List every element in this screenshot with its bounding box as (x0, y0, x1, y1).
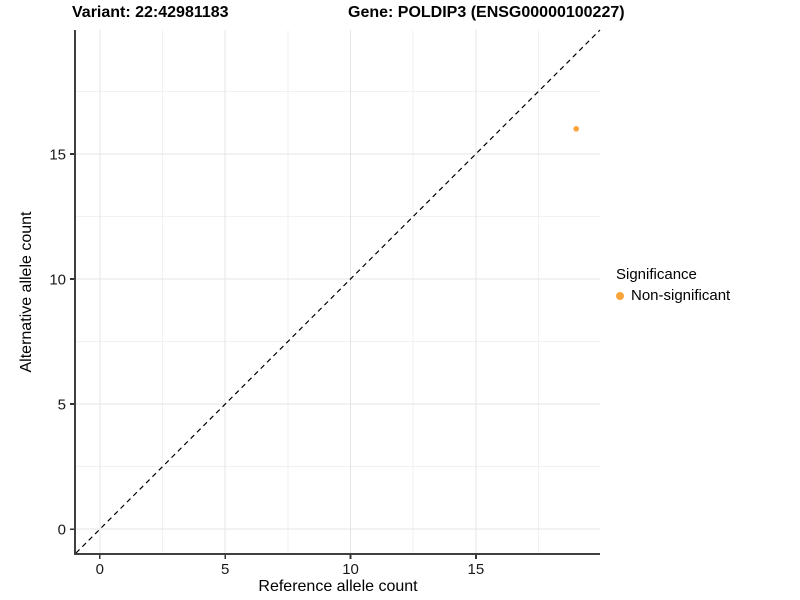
minor-gridlines (76, 30, 600, 553)
identity-line (75, 29, 601, 554)
x-axis-title: Reference allele count (258, 578, 418, 595)
axis-lines (74, 30, 600, 555)
data-points (573, 126, 579, 132)
x-tick-label: 5 (221, 561, 229, 578)
x-tick-label: 10 (342, 561, 359, 578)
x-tick-label: 15 (468, 561, 485, 578)
y-tick-label: 15 (49, 146, 66, 163)
tick-labels: 0 5 10 15 0 5 10 15 (49, 146, 484, 578)
data-point (573, 126, 579, 132)
variant-title: Variant: 22:42981183 (72, 4, 229, 21)
circle-icon (616, 291, 624, 300)
legend-title: Significance (616, 266, 697, 283)
legend-item: Non-significant (616, 287, 730, 304)
y-tick-label: 10 (49, 271, 66, 288)
tick-marks (70, 152, 477, 559)
y-tick-label: 5 (58, 397, 66, 414)
x-tick-label: 0 (96, 561, 104, 578)
gene-title: Gene: POLDIP3 (ENSG00000100227) (348, 4, 625, 21)
legend: Significance Non-significant (616, 266, 730, 304)
y-axis-title: Alternative allele count (18, 211, 35, 373)
major-gridlines (76, 30, 600, 553)
legend-item-label: Non-significant (631, 287, 731, 304)
y-tick-label: 0 (58, 522, 66, 539)
